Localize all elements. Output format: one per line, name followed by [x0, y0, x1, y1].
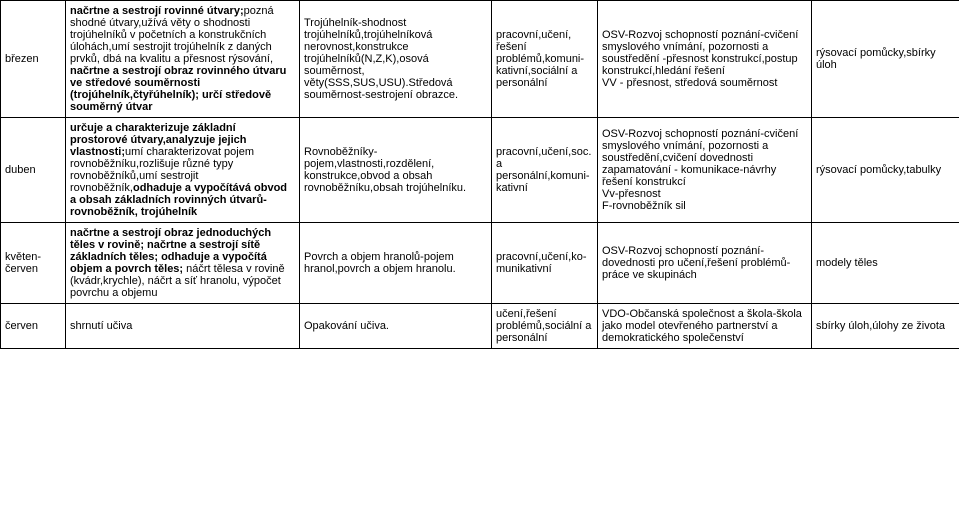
tools-cell: modely těles: [812, 223, 959, 304]
table-row: červenshrnutí učivaOpakování učiva.učení…: [1, 304, 959, 349]
tools-cell: sbírky úloh,úlohy ze života: [812, 304, 959, 349]
outcome-cell: načrtne a sestrojí rovinné útvary;pozná …: [66, 1, 300, 118]
competence-cell: pracovní,učení,soc. a personální,komuni-…: [492, 118, 598, 223]
outcome-cell: shrnutí učiva: [66, 304, 300, 349]
topic-cell: Povrch a objem hranolů-pojem hranol,povr…: [300, 223, 492, 304]
cross-cell: OSV-Rozvoj schopností poznání-cvičení sm…: [598, 1, 812, 118]
cross-cell: OSV-Rozvoj schopností poznání-cvičení sm…: [598, 118, 812, 223]
curriculum-table: březennačrtne a sestrojí rovinné útvary;…: [0, 0, 959, 349]
topic-cell: Trojúhelník-shodnost trojúhelníků,trojúh…: [300, 1, 492, 118]
outcome-cell: určuje a charakterizuje základní prostor…: [66, 118, 300, 223]
month-cell: květen-červen: [1, 223, 66, 304]
month-cell: červen: [1, 304, 66, 349]
month-cell: březen: [1, 1, 66, 118]
competence-cell: pracovní,učení,ko-munikativní: [492, 223, 598, 304]
tools-cell: rýsovací pomůcky,tabulky: [812, 118, 959, 223]
competence-cell: pracovní,učení, řešení problémů,komuni-k…: [492, 1, 598, 118]
cross-cell: OSV-Rozvoj schopností poznání-dovednosti…: [598, 223, 812, 304]
topic-cell: Rovnoběžníky-pojem,vlastnosti,rozdělení,…: [300, 118, 492, 223]
outcome-cell: načrtne a sestrojí obraz jednoduchých tě…: [66, 223, 300, 304]
month-cell: duben: [1, 118, 66, 223]
table-row: dubenurčuje a charakterizuje základní pr…: [1, 118, 959, 223]
topic-cell: Opakování učiva.: [300, 304, 492, 349]
table-row: březennačrtne a sestrojí rovinné útvary;…: [1, 1, 959, 118]
competence-cell: učení,řešení problémů,sociální a personá…: [492, 304, 598, 349]
cross-cell: VDO-Občanská společnost a škola-škola ja…: [598, 304, 812, 349]
tools-cell: rýsovací pomůcky,sbírky úloh: [812, 1, 959, 118]
table-row: květen-červennačrtne a sestrojí obraz je…: [1, 223, 959, 304]
